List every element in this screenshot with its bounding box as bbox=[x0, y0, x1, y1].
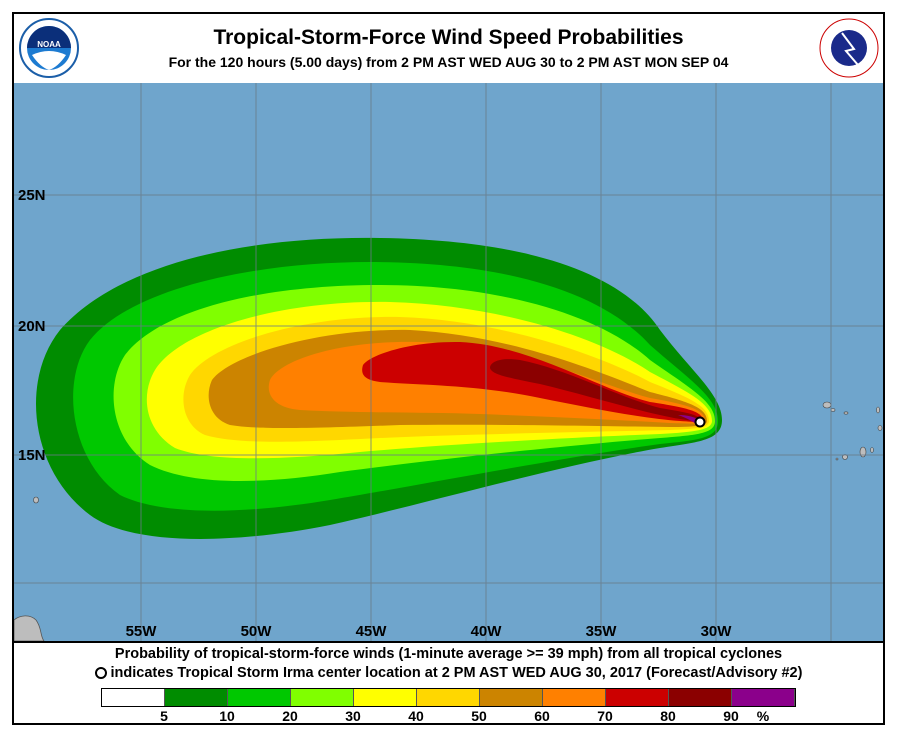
legend-label: 40 bbox=[408, 708, 424, 724]
lon-label: 50W bbox=[241, 623, 273, 640]
legend-label: 5 bbox=[160, 708, 168, 724]
nws-logo bbox=[819, 18, 879, 78]
legend-swatch bbox=[543, 689, 606, 706]
legend-label: 80 bbox=[660, 708, 676, 724]
legend-label: 90 bbox=[723, 708, 739, 724]
legend-swatch bbox=[102, 689, 165, 706]
caption-line-2: indicates Tropical Storm Irma center loc… bbox=[0, 665, 897, 681]
caption-line-2-text: indicates Tropical Storm Irma center loc… bbox=[110, 665, 803, 681]
color-legend bbox=[101, 688, 796, 707]
storm-center-marker bbox=[694, 416, 706, 428]
lon-label: 40W bbox=[471, 623, 503, 640]
graticule bbox=[14, 83, 883, 641]
legend-swatch bbox=[669, 689, 732, 706]
chart-title: Tropical-Storm-Force Wind Speed Probabil… bbox=[213, 26, 684, 49]
map-bottom-border bbox=[14, 641, 883, 643]
lon-label: 55W bbox=[126, 623, 158, 640]
legend-swatch bbox=[606, 689, 669, 706]
lat-label: 25N bbox=[18, 187, 46, 204]
figure-frame bbox=[12, 12, 885, 725]
legend-swatch bbox=[417, 689, 480, 706]
legend-label: 20 bbox=[282, 708, 298, 724]
chart-subtitle: For the 120 hours (5.00 days) from 2 PM … bbox=[168, 54, 729, 70]
legend-swatch bbox=[480, 689, 543, 706]
legend-swatch bbox=[291, 689, 354, 706]
lon-label: 35W bbox=[586, 623, 618, 640]
legend-swatch bbox=[228, 689, 291, 706]
legend-label: % bbox=[756, 708, 770, 724]
lon-label: 45W bbox=[356, 623, 388, 640]
probability-map: 25N 20N 15N 55W 50W 45W 40W 35W 30W bbox=[14, 83, 883, 641]
lon-label: 30W bbox=[701, 623, 733, 640]
svg-text:NOAA: NOAA bbox=[37, 40, 61, 49]
legend-label: 60 bbox=[534, 708, 550, 724]
legend-label: 70 bbox=[597, 708, 613, 724]
legend-label: 30 bbox=[345, 708, 361, 724]
storm-center-symbol-icon bbox=[94, 667, 107, 680]
legend-swatch bbox=[165, 689, 228, 706]
caption-line-1: Probability of tropical-storm-force wind… bbox=[114, 646, 783, 662]
legend-label: 10 bbox=[219, 708, 235, 724]
land-lower-left bbox=[14, 615, 45, 641]
lat-label: 15N bbox=[18, 447, 46, 464]
probability-contours bbox=[36, 237, 722, 539]
lat-label: 20N bbox=[18, 318, 46, 335]
band-80-90 bbox=[490, 359, 701, 422]
legend-swatch bbox=[354, 689, 417, 706]
noaa-logo: NOAA bbox=[19, 18, 79, 78]
legend-swatch bbox=[732, 689, 795, 706]
legend-label: 50 bbox=[471, 708, 487, 724]
